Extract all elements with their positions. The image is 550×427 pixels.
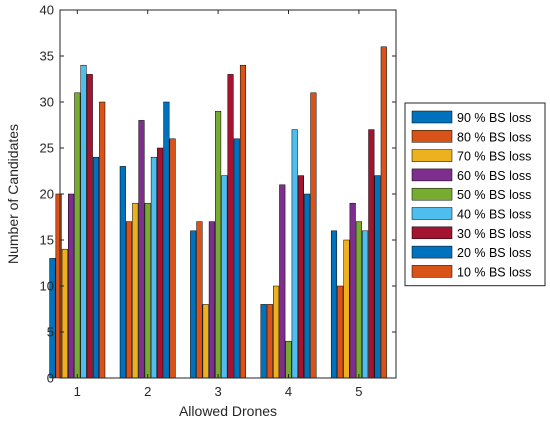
bar-series3-cat2 — [132, 202, 139, 379]
bar-series1-cat3 — [190, 230, 197, 379]
bar-series2-cat3 — [196, 221, 203, 379]
bar-series5-cat4 — [285, 340, 292, 379]
legend-label: 40 % BS loss — [457, 208, 531, 222]
bar-series6-cat5 — [362, 230, 369, 379]
legend-swatch — [411, 110, 453, 124]
bar-series9-cat2 — [169, 138, 176, 379]
x-tick-label: 2 — [144, 384, 151, 399]
legend-label: 70 % BS loss — [457, 150, 531, 164]
bar-series1-cat5 — [330, 230, 338, 379]
y-axis: 0 5 10 15 20 25 30 35 40 — [40, 3, 396, 386]
y-tick-label: 30 — [40, 95, 54, 110]
bar-series5-cat2 — [144, 202, 151, 379]
bar-series6-cat1 — [80, 64, 87, 379]
bar-series8-cat5 — [374, 175, 381, 379]
bar-series5-cat3 — [215, 110, 222, 379]
bar-series4-cat2 — [138, 120, 145, 379]
bar-series5-cat5 — [355, 221, 362, 379]
bar-series9-cat4 — [310, 92, 317, 379]
bar-series3-cat5 — [343, 239, 350, 379]
bar-series6-cat4 — [291, 129, 298, 379]
bars-group — [49, 46, 387, 379]
x-tick-label: 4 — [285, 384, 292, 399]
bar-series2-cat2 — [125, 221, 133, 379]
x-tick-label: 1 — [74, 384, 81, 399]
legend-swatch — [411, 207, 453, 220]
bar-series1-cat1 — [49, 258, 56, 379]
y-tick-label: 25 — [40, 141, 54, 156]
y-tick-label: 40 — [40, 3, 54, 18]
legend-label: 20 % BS loss — [457, 246, 531, 260]
legend-swatch — [411, 187, 453, 201]
bar-series7-cat1 — [86, 74, 93, 379]
y-tick-label: 5 — [47, 325, 54, 340]
bar-series3-cat4 — [273, 285, 280, 379]
legend-swatch — [411, 168, 453, 182]
bar-series9-cat1 — [99, 101, 106, 379]
x-tick-label: 3 — [214, 384, 221, 399]
legend-label: 10 % BS loss — [457, 265, 531, 279]
bar-series7-cat2 — [157, 147, 164, 379]
legend-label: 50 % BS loss — [457, 188, 531, 202]
y-tick-label: 0 — [47, 371, 54, 386]
legend-label: 90 % BS loss — [457, 111, 531, 125]
y-tick-label: 15 — [40, 233, 54, 248]
bar-series8-cat1 — [92, 156, 100, 379]
bar-series1-cat4 — [260, 304, 267, 379]
bar-series4-cat3 — [208, 221, 215, 379]
legend-swatch — [411, 245, 453, 259]
bar-series8-cat4 — [304, 193, 311, 379]
legend-swatch — [411, 265, 453, 278]
bar-series7-cat5 — [368, 129, 375, 379]
bar-series2-cat4 — [266, 304, 273, 379]
bar-series8-cat2 — [163, 101, 170, 379]
y-tick-label: 35 — [40, 49, 54, 64]
bar-series1-cat2 — [119, 166, 126, 379]
bar-series6-cat2 — [150, 156, 157, 379]
legend-swatch — [411, 149, 453, 162]
bar-series4-cat4 — [279, 184, 286, 379]
y-tick-label: 10 — [40, 279, 54, 294]
legend-swatch — [411, 130, 453, 143]
bar-series9-cat5 — [380, 46, 387, 379]
bar-series7-cat4 — [297, 175, 304, 379]
bar-series7-cat3 — [227, 74, 234, 379]
x-axis: 1 2 3 4 5 — [74, 10, 363, 399]
bar-series4-cat5 — [349, 202, 356, 379]
x-tick-label: 5 — [355, 384, 362, 399]
bar-series3-cat1 — [61, 248, 68, 379]
bar-series8-cat3 — [233, 138, 240, 379]
bar-series2-cat5 — [337, 285, 344, 379]
legend-label: 30 % BS loss — [457, 227, 531, 241]
bar-series6-cat3 — [221, 175, 228, 379]
x-axis-label: Allowed Drones — [179, 403, 277, 419]
bar-series4-cat1 — [68, 193, 75, 379]
y-axis-label: Number of Candidates — [5, 124, 21, 264]
y-tick-label: 20 — [40, 187, 54, 202]
legend-label: 80 % BS loss — [457, 130, 531, 144]
bar-series3-cat3 — [202, 304, 209, 379]
legend: 90 % BS loss 80 % BS loss 70 % BS loss 60 %… — [404, 102, 546, 287]
legend-swatch — [411, 226, 453, 240]
legend-label: 60 % BS loss — [457, 169, 531, 183]
bar-series5-cat1 — [74, 92, 81, 379]
bar-series9-cat3 — [239, 64, 247, 379]
